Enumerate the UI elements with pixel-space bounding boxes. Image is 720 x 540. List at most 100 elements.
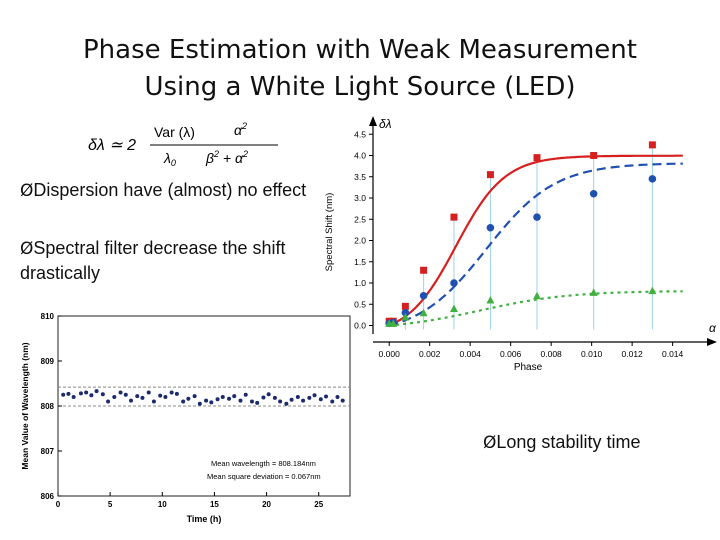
data-point xyxy=(278,399,283,404)
data-point xyxy=(220,395,225,399)
data-point xyxy=(335,395,340,399)
data-point xyxy=(330,399,335,404)
y-tick-label: 0.0 xyxy=(354,321,366,331)
formula: δλ ≃ 2 Var (λ) λ0 α2 β2 + α2 xyxy=(88,121,278,168)
data-point-triangle xyxy=(401,313,410,321)
x-tick-label: 0.014 xyxy=(662,349,684,359)
data-point xyxy=(123,392,128,397)
y-tick-label: 808 xyxy=(41,402,55,411)
data-point-square xyxy=(420,266,428,274)
x-tick-label: 0.004 xyxy=(460,349,482,359)
y-tick-label: 1.0 xyxy=(354,278,366,288)
data-point xyxy=(61,392,66,397)
formula-denominator: β2 + α2 xyxy=(205,149,248,166)
data-point xyxy=(66,391,71,396)
data-point-circle xyxy=(419,291,428,300)
data-point xyxy=(249,399,254,404)
data-point xyxy=(340,398,345,403)
x-tick-label: 0.006 xyxy=(500,349,522,359)
data-point xyxy=(295,395,300,399)
x-tick-label: 15 xyxy=(210,500,219,509)
data-point-circle xyxy=(450,279,458,287)
data-point xyxy=(174,391,179,396)
data-point xyxy=(272,395,277,400)
data-point xyxy=(324,394,329,399)
data-point-triangle xyxy=(389,319,398,327)
arrow-bullet-icon: Ø xyxy=(483,433,497,453)
spectral-shift-chart: 0.0 0.5 1.0 1.5 2.0 2.5 3.0 3.5 4.0 4.5 0.000 0.002… xyxy=(324,116,717,373)
y-axis-label: Mean Value of Wavelength (nm) xyxy=(20,342,30,469)
x-tick-label: 0.002 xyxy=(419,349,441,359)
data-point-circle xyxy=(648,175,657,183)
data-point xyxy=(135,394,140,399)
data-point xyxy=(140,395,145,400)
data-point-square xyxy=(533,154,541,162)
data-point xyxy=(106,399,111,404)
data-point xyxy=(301,398,306,403)
data-point xyxy=(318,397,323,402)
data-point xyxy=(89,393,94,398)
y-tick-label: 2.0 xyxy=(354,236,366,246)
y-tick-label: 810 xyxy=(41,312,55,321)
y-tick-label: 2.5 xyxy=(354,214,366,224)
bullet-stability: ØLong stability time xyxy=(483,430,713,455)
data-point xyxy=(169,390,174,395)
x-tick-label: 0.012 xyxy=(622,349,644,359)
data-point xyxy=(238,398,243,403)
data-point-triangle xyxy=(486,296,495,304)
data-point-square xyxy=(590,152,598,159)
data-point-circle xyxy=(486,223,495,232)
data-point xyxy=(163,395,168,399)
data-point xyxy=(186,396,191,401)
x-axis-arrow-icon xyxy=(707,338,717,346)
data-point xyxy=(71,395,76,399)
data-point-triangle xyxy=(532,291,541,300)
data-point xyxy=(129,398,133,403)
data-point-square xyxy=(450,213,458,221)
data-point-triangle xyxy=(419,308,428,317)
y-tick-label: 809 xyxy=(41,357,55,366)
data-point xyxy=(307,395,312,400)
data-point xyxy=(312,393,317,398)
y-tick-label: 1.5 xyxy=(354,257,366,267)
y-tick-label: 4.5 xyxy=(354,129,366,139)
data-point xyxy=(146,390,151,395)
data-point xyxy=(261,395,266,400)
y-tick-label: 4.0 xyxy=(354,151,366,161)
data-point-circle xyxy=(589,189,598,198)
x-tick-label: 0.000 xyxy=(379,349,401,359)
fit-curve-series-1 xyxy=(388,162,683,327)
y-tick-label: 807 xyxy=(41,447,55,456)
y-tick-label: 3.0 xyxy=(354,193,366,203)
bullet-spectral-filter: ØSpectral filter decrease the shift dras… xyxy=(20,236,320,285)
x-axis-label: Phase xyxy=(514,362,543,373)
y-tick-label: 806 xyxy=(41,492,55,501)
y-axis-arrow-icon xyxy=(369,116,377,126)
data-point xyxy=(100,392,105,397)
data-point-triangle xyxy=(589,288,598,296)
y-tick-label: 3.5 xyxy=(354,172,366,182)
arrow-bullet-icon: Ø xyxy=(20,181,34,201)
data-point-square xyxy=(648,141,656,149)
slide-title-line-1: Phase Estimation with Weak Measurement xyxy=(83,35,637,65)
data-point xyxy=(232,394,237,399)
x-tick-label: 0.008 xyxy=(541,349,563,359)
data-point xyxy=(78,391,83,396)
y-axis-symbol: δλ xyxy=(379,117,392,131)
data-point xyxy=(243,392,248,397)
data-point-triangle xyxy=(449,304,458,312)
x-axis-symbol: α xyxy=(709,321,717,335)
annotation-mean-wavelength: Mean wavelength = 808.184nm xyxy=(211,459,316,468)
bullet-dispersion: ØDispersion have (almost) no effect xyxy=(20,178,320,203)
formula-var: Var (λ) xyxy=(154,124,195,140)
bullet-text: Dispersion have (almost) no effect xyxy=(33,180,307,200)
data-point xyxy=(151,399,156,404)
x-tick-label: 25 xyxy=(314,500,323,509)
x-tick-label: 0.010 xyxy=(581,349,603,359)
data-point xyxy=(118,390,123,395)
data-point-square xyxy=(486,171,494,179)
data-point xyxy=(289,397,294,402)
x-tick-label: 0 xyxy=(56,500,61,509)
data-point xyxy=(266,392,271,397)
data-point-circle xyxy=(533,213,541,221)
